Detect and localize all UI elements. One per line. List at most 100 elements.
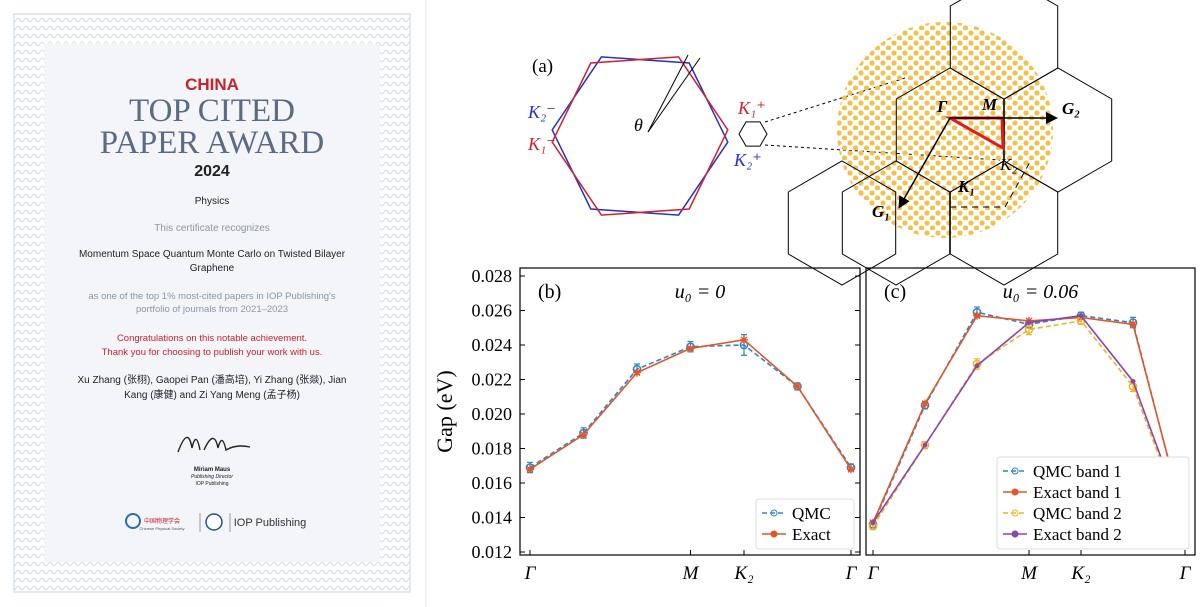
hexagon <box>949 0 1059 100</box>
panel-label: (b) <box>538 281 561 303</box>
y-tick-label: 0.022 <box>472 370 513 390</box>
cps-name: 中国物理学会 <box>144 517 180 525</box>
y-axis-label: Gap (eV) <box>432 370 457 452</box>
legend-box <box>755 498 855 550</box>
certificate: CHINA TOP CITED PAPER AWARD 2024 Physics… <box>13 13 411 593</box>
paper-title: Momentum Space Quantum Monte Carlo on Tw… <box>79 249 346 260</box>
seal <box>205 513 223 531</box>
series-line <box>529 338 852 470</box>
legend-label: QMC band 2 <box>1033 504 1122 523</box>
marker <box>1078 313 1084 319</box>
marker <box>1130 378 1136 384</box>
plots: 0.012 0.014 0.016 0.018 0.020 0.022 0.024 0.026… <box>432 266 1196 584</box>
x-tick-label: K₂ <box>1070 563 1091 584</box>
panel-label: (a) <box>532 56 553 77</box>
dot-lattice <box>837 22 1053 238</box>
marker <box>1129 320 1137 329</box>
y-tick-label: 0.012 <box>472 542 513 562</box>
mbz-hexagons <box>787 0 1113 286</box>
hexagons <box>551 56 768 216</box>
marker <box>686 344 695 353</box>
congrats: Thank you for choosing to publish your w… <box>102 347 323 358</box>
legend-label: QMC band 1 <box>1033 462 1122 481</box>
y-tick-label: 0.026 <box>472 301 513 321</box>
y-tick-label: 0.014 <box>472 508 513 528</box>
legend-swatch <box>770 509 778 517</box>
hexagon <box>551 56 729 216</box>
field: Physics <box>195 196 229 207</box>
label: G₁ <box>872 202 890 221</box>
x-tick-label: M <box>1020 563 1038 584</box>
hexagon <box>787 160 897 286</box>
award-title: PAPER AWARD <box>100 125 324 161</box>
citation: portfolio of journals from 2021–2023 <box>136 304 288 315</box>
marker <box>793 382 802 391</box>
marker <box>870 520 876 526</box>
figure-a: (a) θ K₂⁻ K₁⁻ K₁⁺ K₂⁺ Γ M G₂ G₁ K₂ K₁ <box>527 0 1113 286</box>
legend-label: QMC <box>792 504 831 523</box>
marker <box>1024 325 1034 334</box>
marker <box>1026 320 1032 325</box>
marker <box>579 430 588 439</box>
label: G₂ <box>1062 99 1080 118</box>
legend-box <box>996 456 1190 550</box>
label: K₂⁻ <box>527 102 556 122</box>
legend-swatch <box>1011 467 1019 475</box>
label: K₁⁻ <box>527 134 556 154</box>
y-tick-label: 0.028 <box>472 266 513 286</box>
country: CHINA <box>185 75 239 94</box>
dashed-path <box>950 161 1031 208</box>
x-tick-label: Γ <box>867 563 880 584</box>
authors: Xu Zhang (张栩), Gaopei Pan (潘高培), Yi Zhan… <box>78 373 347 386</box>
x-tick-label: K₂ <box>733 563 754 584</box>
marker <box>740 335 748 344</box>
x-tick-label: Γ <box>524 563 537 584</box>
award-title: TOP CITED <box>129 93 295 129</box>
y-tick-label: 0.020 <box>472 404 513 424</box>
hexagon <box>738 121 768 147</box>
iop-logo: IOP Publishing <box>234 517 307 529</box>
marker <box>973 311 981 320</box>
marker <box>633 368 641 377</box>
y-tick-label: 0.018 <box>472 439 513 459</box>
legend-label: Exact band 2 <box>1033 525 1122 544</box>
marker <box>920 440 930 450</box>
series-line <box>529 344 852 469</box>
congrats: Congratulations on this notable achievem… <box>117 333 307 344</box>
label: K₁⁺ <box>737 98 766 118</box>
y-tick-label: 0.024 <box>472 335 513 355</box>
signatory-org: IOP Publishing <box>196 481 229 487</box>
hexagon <box>551 56 729 216</box>
cps-name-en: Chinese Physical Society <box>140 526 185 531</box>
plot-frame <box>865 267 1196 556</box>
chart: 0.012 0.014 0.016 0.018 0.020 0.022 0.024 0.026… <box>432 266 861 584</box>
marker <box>974 363 980 369</box>
hexagon <box>841 160 951 286</box>
citation: as one of the top 1% most-cited papers i… <box>88 291 335 302</box>
marker <box>526 465 534 474</box>
annotation: u₀ = 0.06 <box>1003 281 1078 303</box>
paper-title: Graphene <box>190 263 235 274</box>
certificate-card <box>44 44 380 562</box>
legend: QMC Exact <box>755 498 855 550</box>
legend-swatch <box>1011 530 1019 538</box>
marker <box>847 465 855 474</box>
label: M <box>981 95 998 114</box>
label: K₂ <box>999 155 1017 174</box>
authors: Kang (康健) and Zi Yang Meng (孟子杨) <box>124 388 300 401</box>
annotation: u₀ = 0 <box>675 281 725 303</box>
legend: QMC band 1 Exact band 1 QMC band 2 Exact ba… <box>996 456 1190 550</box>
x-tick-label: Γ <box>1179 563 1192 584</box>
legend-swatch <box>1011 509 1019 517</box>
theta-line <box>647 54 689 133</box>
label: K₁ <box>957 177 975 196</box>
theta-line <box>647 57 701 133</box>
marker <box>921 399 929 408</box>
label: θ <box>634 115 643 135</box>
g1-arrow <box>898 117 951 209</box>
marker <box>922 442 928 448</box>
signatory-role: Publishing Director <box>191 474 233 480</box>
